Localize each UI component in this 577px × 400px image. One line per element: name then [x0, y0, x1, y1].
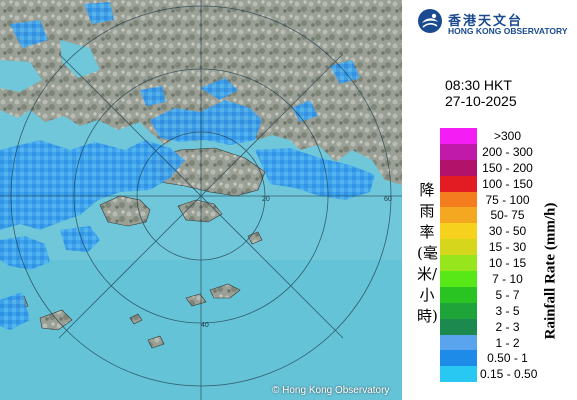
range-ring-label-20: 20: [262, 196, 270, 203]
legend-label: 30 - 50: [488, 224, 527, 239]
legend-swatch: [440, 302, 477, 319]
legend-row: >300: [440, 128, 577, 144]
legend-row: 30 - 50: [440, 223, 577, 240]
range-ring-label-40: 40: [201, 322, 209, 329]
rainfall-legend: >300 200 - 300 150 - 200 100 - 150 75 - 100 5…: [440, 128, 577, 383]
legend-row: 3 - 5: [440, 302, 577, 319]
legend-label: 0.15 - 0.50: [480, 367, 538, 382]
legend-swatch: [440, 191, 477, 208]
legend-swatch: [440, 159, 477, 176]
legend-swatch: [440, 143, 477, 160]
copyright-text: © Hong Kong Observatory: [272, 385, 390, 396]
legend-row: 100 - 150: [440, 175, 577, 192]
observation-time: 08:30 HKT: [445, 77, 512, 93]
legend-swatch: [440, 366, 477, 383]
observation-date: 27-10-2025: [445, 93, 517, 109]
legend-label: 3 - 5: [495, 303, 520, 318]
legend-swatch: [440, 334, 477, 351]
legend-swatch: [440, 350, 477, 367]
hko-emblem-icon: [418, 9, 442, 33]
range-ring-label-60: 60: [384, 196, 392, 203]
legend-label: 5 - 7: [495, 287, 520, 302]
radar-map: 60 40 20 © Hong Kong Observatory: [0, 0, 402, 400]
legend-swatch: [440, 175, 477, 192]
legend-row: 15 - 30: [440, 239, 577, 256]
legend-title-zh: 降雨率(毫米/小時): [417, 181, 438, 325]
legend-swatch: [440, 128, 477, 144]
legend-label: 15 - 30: [488, 240, 527, 255]
legend-swatch: [440, 255, 477, 272]
legend-row: 150 - 200: [440, 159, 577, 176]
legend-row: 7 - 10: [440, 271, 577, 287]
legend-label: 200 - 300: [482, 144, 533, 159]
legend-swatch: [440, 239, 477, 256]
hko-logo: 香港天文台 HONG KONG OBSERVATORY: [412, 4, 577, 36]
legend-row: 0.15 - 0.50: [440, 366, 577, 383]
legend-swatch: [440, 318, 477, 335]
legend-swatch: [440, 271, 477, 287]
legend-label: 2 - 3: [495, 319, 520, 334]
legend-label: 0.50 - 1: [487, 351, 528, 366]
legend-label: 1 - 2: [495, 335, 520, 350]
legend-row: 50- 75: [440, 207, 577, 224]
legend-row: 0.50 - 1: [440, 350, 577, 367]
rain-echoes: [0, 2, 375, 330]
legend-label: 100 - 150: [482, 176, 533, 191]
legend-row: 2 - 3: [440, 318, 577, 335]
legend-label: >300: [493, 129, 522, 143]
range-rings: [0, 0, 402, 400]
legend-label: 10 - 15: [488, 256, 527, 271]
legend-title-en: Rainfall Rate (mm/h): [541, 176, 561, 366]
legend-label: 50- 75: [490, 208, 525, 223]
legend-title-en-text: Rainfall Rate (mm/h): [542, 202, 559, 340]
legend-label: 7 - 10: [492, 272, 523, 287]
legend-row: 5 - 7: [440, 286, 577, 303]
legend-row: 10 - 15: [440, 255, 577, 272]
legend-row: 1 - 2: [440, 334, 577, 351]
legend-label: 150 - 200: [482, 160, 533, 175]
info-panel: 香港天文台 HONG KONG OBSERVATORY 08:30 HKT 27…: [402, 0, 577, 400]
radar-map-canvas: 60 40 20: [0, 0, 402, 400]
legend-swatch: [440, 286, 477, 303]
legend-label: 75 - 100: [485, 192, 530, 207]
legend-swatch: [440, 207, 477, 224]
legend-swatch: [440, 223, 477, 240]
legend-row: 75 - 100: [440, 191, 577, 208]
legend-row: 200 - 300: [440, 143, 577, 160]
logo-text-en: HONG KONG OBSERVATORY: [448, 26, 568, 36]
logo-text-zh: 香港天文台: [448, 14, 524, 29]
